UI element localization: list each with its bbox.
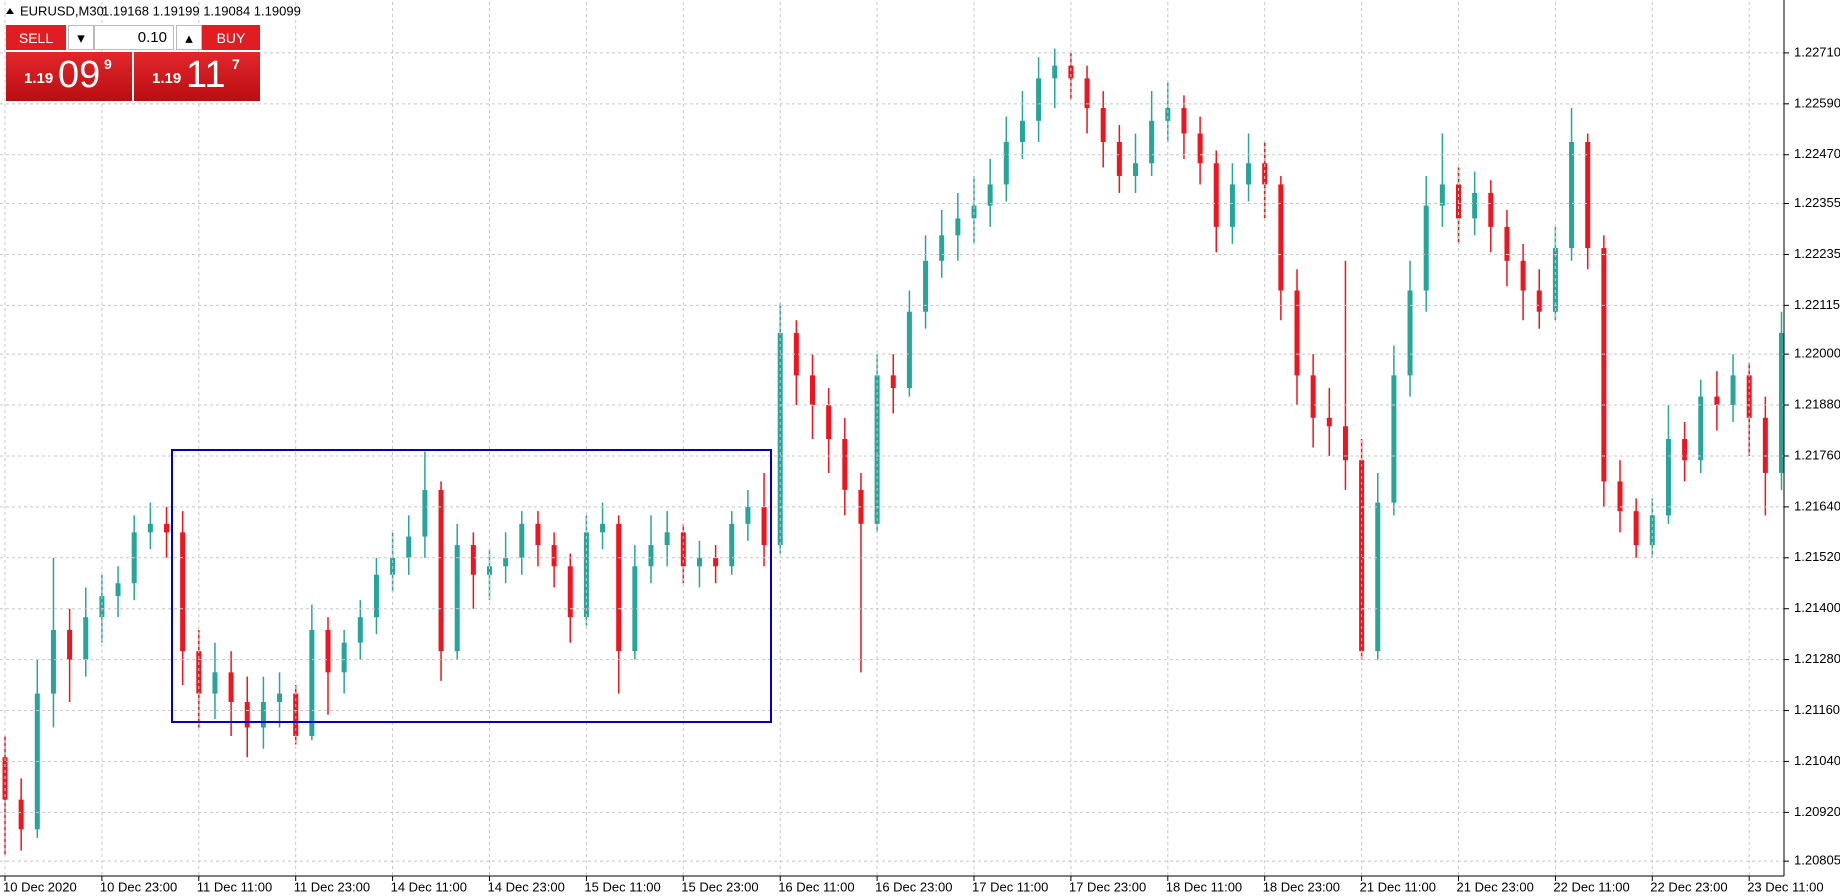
price-sup: 7 xyxy=(232,56,240,72)
x-tick-label: 15 Dec 11:00 xyxy=(584,879,660,894)
x-tick-label: 22 Dec 11:00 xyxy=(1553,879,1629,894)
lot-down[interactable]: ▾ xyxy=(68,25,94,50)
price-prefix: 1.19 xyxy=(152,70,182,87)
x-tick-label: 14 Dec 23:00 xyxy=(488,879,565,894)
x-tick-label: 18 Dec 11:00 xyxy=(1166,879,1242,894)
x-tick-label: 17 Dec 23:00 xyxy=(1069,879,1146,894)
price-main: 09 xyxy=(58,54,101,96)
y-tick-label: 1.20920 xyxy=(1794,804,1840,819)
x-tick-label: 16 Dec 11:00 xyxy=(778,879,854,894)
sell-button[interactable]: SELL xyxy=(6,25,66,50)
x-tick-label: 22 Dec 23:00 xyxy=(1650,879,1727,894)
lot-up[interactable]: ▴ xyxy=(176,25,202,50)
price-main: 11 xyxy=(186,54,226,96)
y-tick-label: 1.20805 xyxy=(1794,853,1840,868)
x-tick-label: 18 Dec 23:00 xyxy=(1263,879,1340,894)
buy-button[interactable]: BUY xyxy=(202,25,260,50)
y-tick-label: 1.22000 xyxy=(1794,346,1840,361)
y-tick-label: 1.22590 xyxy=(1794,95,1840,110)
x-tick-label: 11 Dec 11:00 xyxy=(197,879,272,894)
y-tick-label: 1.22470 xyxy=(1794,146,1840,161)
price-prefix: 1.19 xyxy=(24,70,54,87)
y-tick-label: 1.22355 xyxy=(1794,195,1840,210)
y-tick-label: 1.21040 xyxy=(1794,753,1840,768)
x-tick-label: 10 Dec 23:00 xyxy=(100,879,177,894)
buy-price[interactable]: 1.19 11 7 xyxy=(134,52,260,101)
y-tick-label: 1.21880 xyxy=(1794,396,1840,411)
ohlc-header: 1.19168 1.19199 1.19084 1.19099 xyxy=(102,3,301,18)
rectangle-object xyxy=(171,449,772,723)
symbol-title: EURUSD,M30 xyxy=(20,3,104,18)
y-tick-label: 1.22235 xyxy=(1794,246,1840,261)
x-tick-label: 16 Dec 23:00 xyxy=(875,879,952,894)
y-tick-label: 1.21760 xyxy=(1794,447,1840,462)
x-tick-label: 17 Dec 11:00 xyxy=(972,879,1048,894)
y-tick-label: 1.22115 xyxy=(1794,297,1840,312)
y-tick-label: 1.21160 xyxy=(1794,702,1840,717)
trade-panel: SELL ▾ 0.10 ▴ BUY 1.19 09 9 1.19 11 7 xyxy=(6,25,260,101)
sell-price[interactable]: 1.19 09 9 xyxy=(6,52,132,101)
x-tick-label: 23 Dec 11:00 xyxy=(1747,879,1823,894)
x-tick-label: 15 Dec 23:00 xyxy=(681,879,758,894)
x-tick-label: 10 Dec 2020 xyxy=(3,879,77,894)
y-tick-label: 1.21520 xyxy=(1794,549,1840,564)
lot-input[interactable]: 0.10 xyxy=(94,25,174,50)
y-tick-label: 1.21640 xyxy=(1794,498,1840,513)
x-tick-label: 21 Dec 11:00 xyxy=(1360,879,1436,894)
y-tick-label: 1.21280 xyxy=(1794,651,1840,666)
x-tick-label: 21 Dec 23:00 xyxy=(1457,879,1534,894)
x-tick-label: 14 Dec 11:00 xyxy=(391,879,467,894)
x-tick-label: 11 Dec 23:00 xyxy=(294,879,370,894)
collapse-icon[interactable] xyxy=(6,8,14,14)
y-tick-label: 1.21400 xyxy=(1794,600,1840,615)
y-tick-label: 1.22710 xyxy=(1794,44,1840,59)
price-sup: 9 xyxy=(104,56,112,72)
